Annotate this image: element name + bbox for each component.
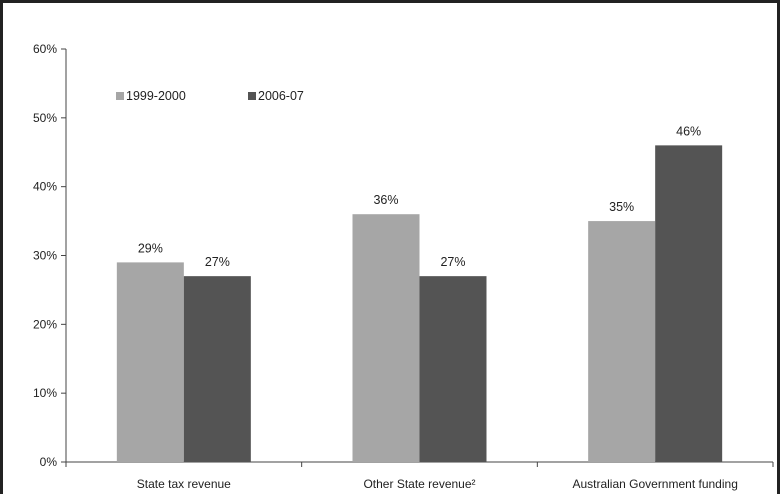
bar-1999-2000-1 xyxy=(116,262,184,462)
bar-2006-07-2 xyxy=(419,276,487,462)
data-label: 46% xyxy=(676,124,701,138)
y-tick-label: 30% xyxy=(33,249,57,263)
chart-axes: 0% 10% 20% 30% 40% 50% 60% State tax revenue Oth… xyxy=(33,42,774,491)
legend-swatch xyxy=(116,92,124,100)
x-tick-label: State tax revenue xyxy=(137,477,231,491)
chart-bars: 29% 27% 36% 27% 35% 46% xyxy=(116,124,723,462)
data-label: 27% xyxy=(440,255,465,269)
bar-2006-07-3 xyxy=(655,145,723,462)
y-tick-label: 10% xyxy=(33,386,57,400)
chart-legend: 1999-2000 2006-07 xyxy=(116,89,304,103)
y-tick-label: 20% xyxy=(33,317,57,331)
data-label: 27% xyxy=(205,255,230,269)
bar-2006-07-1 xyxy=(183,276,251,462)
bar-1999-2000-3 xyxy=(588,221,656,462)
legend-label: 2006-07 xyxy=(258,89,304,103)
data-label: 29% xyxy=(138,241,163,255)
x-tick-label: Australian Government funding xyxy=(572,477,737,491)
y-tick-label: 50% xyxy=(33,111,57,125)
bar-1999-2000-2 xyxy=(352,214,420,462)
y-tick-label: 40% xyxy=(33,180,57,194)
bar-chart: 0% 10% 20% 30% 40% 50% 60% State tax revenue Oth… xyxy=(33,42,774,491)
y-tick-label: 0% xyxy=(40,455,58,469)
legend-label: 1999-2000 xyxy=(126,89,186,103)
data-label: 35% xyxy=(609,200,634,214)
x-tick-label: Other State revenue² xyxy=(363,477,475,491)
data-label: 36% xyxy=(373,193,398,207)
y-tick-label: 60% xyxy=(33,42,57,56)
legend-swatch xyxy=(248,92,256,100)
